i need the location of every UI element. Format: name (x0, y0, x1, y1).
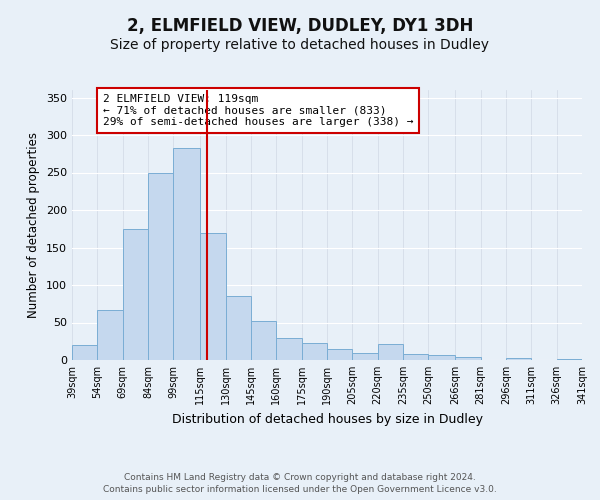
Bar (277, 338, 302, 360)
Bar (122, 229, 148, 360)
X-axis label: Distribution of detached houses by size in Dudley: Distribution of detached houses by size … (172, 412, 482, 426)
Bar (352, 352, 377, 360)
Bar (455, 357, 481, 360)
Bar (200, 232, 226, 360)
Bar (251, 321, 277, 360)
Bar (327, 349, 352, 360)
Bar (403, 354, 428, 360)
Bar (428, 355, 455, 360)
Bar (97, 310, 122, 360)
Bar (173, 148, 200, 360)
Bar (226, 296, 251, 360)
Bar (148, 172, 173, 360)
Bar (557, 358, 582, 360)
Text: Size of property relative to detached houses in Dudley: Size of property relative to detached ho… (110, 38, 490, 52)
Bar (506, 358, 532, 360)
Y-axis label: Number of detached properties: Number of detached properties (28, 132, 40, 318)
Text: Contains HM Land Registry data © Crown copyright and database right 2024.: Contains HM Land Registry data © Crown c… (124, 472, 476, 482)
Bar (72, 345, 97, 360)
Text: 2, ELMFIELD VIEW, DUDLEY, DY1 3DH: 2, ELMFIELD VIEW, DUDLEY, DY1 3DH (127, 18, 473, 36)
Text: 2 ELMFIELD VIEW: 119sqm
← 71% of detached houses are smaller (833)
29% of semi-d: 2 ELMFIELD VIEW: 119sqm ← 71% of detache… (103, 94, 413, 127)
Bar (377, 344, 403, 360)
Text: Contains public sector information licensed under the Open Government Licence v3: Contains public sector information licen… (103, 485, 497, 494)
Bar (302, 343, 327, 360)
